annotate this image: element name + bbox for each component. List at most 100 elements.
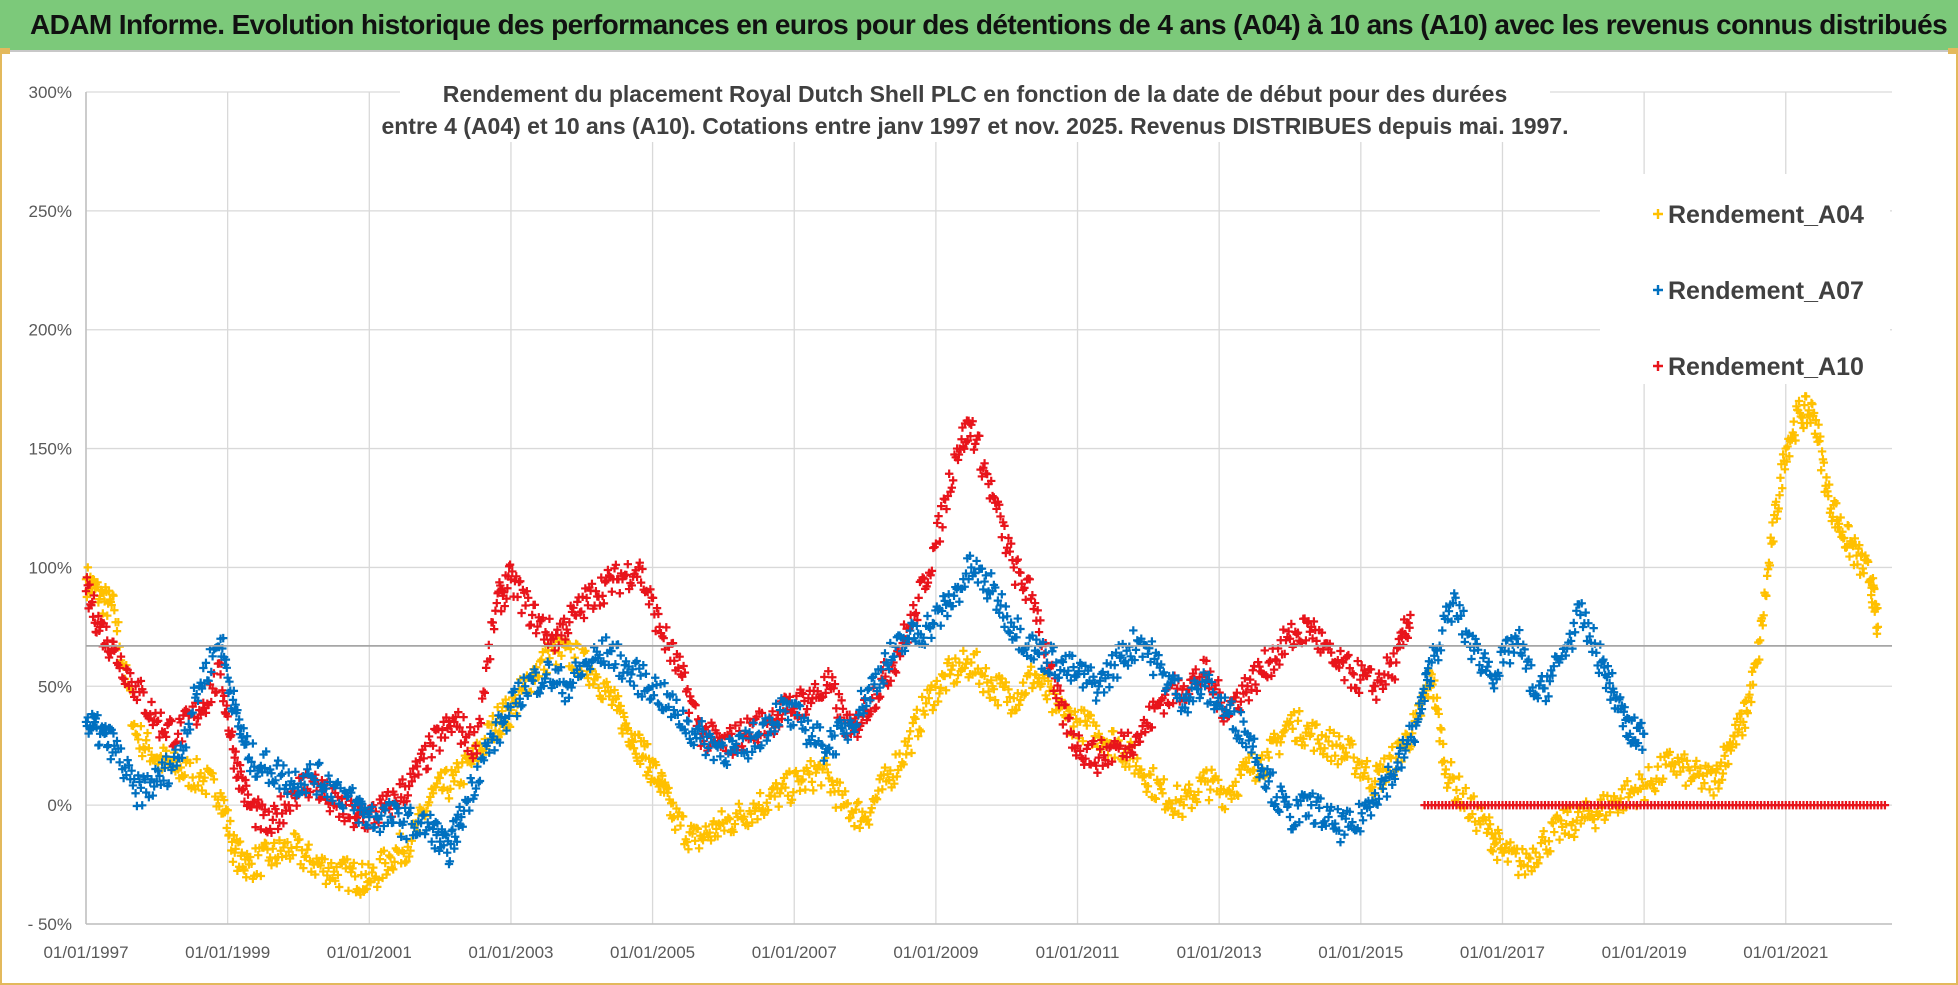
data-point [234,715,244,724]
data-point [1312,636,1321,646]
data-point [603,565,613,575]
data-point [1531,689,1540,698]
data-point [267,828,276,837]
data-point [126,668,135,678]
data-point [623,668,632,677]
data-point [1206,697,1215,707]
data-point [607,646,616,656]
data-point [411,757,420,766]
data-point [1248,742,1258,751]
data-point [229,686,239,696]
data-point [454,763,463,772]
data-point [1094,753,1103,762]
data-point [659,633,668,643]
data-point [1281,792,1291,802]
data-point [338,804,348,813]
data-point [153,716,163,726]
data-point [1214,676,1223,685]
data-point [400,858,410,867]
data-point [1401,746,1410,755]
data-point [1736,717,1745,726]
data-point [906,626,915,635]
data-point [1430,651,1439,660]
data-point [649,691,659,700]
data-point [1236,770,1246,780]
data-point [452,837,462,846]
data-point [864,820,874,829]
data-point [332,779,341,788]
data-point [1620,702,1629,712]
data-point [957,435,966,444]
data-point [517,608,526,618]
data-point [1131,645,1141,655]
data-point [1036,616,1045,625]
data-point [1556,816,1566,825]
data-point [817,740,826,749]
data-point [292,801,301,810]
data-point [1503,857,1512,866]
data-point [1716,758,1726,767]
data-point [684,717,693,726]
data-point [1334,826,1344,835]
data-point [826,726,835,736]
data-point [1178,812,1187,822]
data-point [1284,719,1293,729]
data-point [920,710,930,719]
data-point [611,659,620,669]
data-point [177,737,187,746]
data-point [945,670,955,679]
data-point [479,756,489,765]
data-point [1245,675,1255,684]
data-point [1475,660,1484,670]
data-point [257,800,267,809]
data-point [177,753,187,763]
data-point [1446,600,1455,609]
data-point [458,822,467,831]
data-point [1315,739,1324,748]
data-point [369,801,378,810]
data-point [1527,661,1536,670]
data-point [989,493,999,502]
data-point [611,560,621,570]
data-point [342,855,352,864]
data-point [1397,763,1406,772]
data-point [354,818,363,827]
data-point [623,723,632,733]
data-point [1137,729,1146,739]
data-point [1390,774,1400,784]
data-point [1336,837,1345,847]
data-point [1154,778,1163,787]
data-point [114,617,123,627]
data-point [1154,650,1163,660]
data-point [1309,746,1319,755]
data-point [1439,756,1449,766]
data-point [109,729,118,738]
data-point [1295,706,1304,716]
data-point [942,504,951,514]
data-point [444,794,454,803]
data-point [1191,665,1200,674]
data-point [267,861,276,870]
data-point [819,756,829,765]
data-point [924,693,933,703]
data-point [251,822,260,832]
data-point [1316,794,1325,803]
data-point [684,708,694,718]
data-point [1002,612,1012,621]
data-point [643,739,652,749]
data-point [1312,720,1321,729]
data-point [229,831,239,840]
data-point [1442,783,1452,792]
data-point [880,763,890,772]
data-point [426,810,435,820]
data-point [622,570,631,580]
data-point [712,824,721,834]
data-point [688,829,697,838]
data-point [912,621,922,631]
data-point [1873,603,1882,613]
data-point [203,699,212,708]
data-point [701,750,710,760]
data-point [472,749,482,758]
x-tick-label: 01/01/2019 [1602,943,1687,962]
data-point [193,781,203,790]
